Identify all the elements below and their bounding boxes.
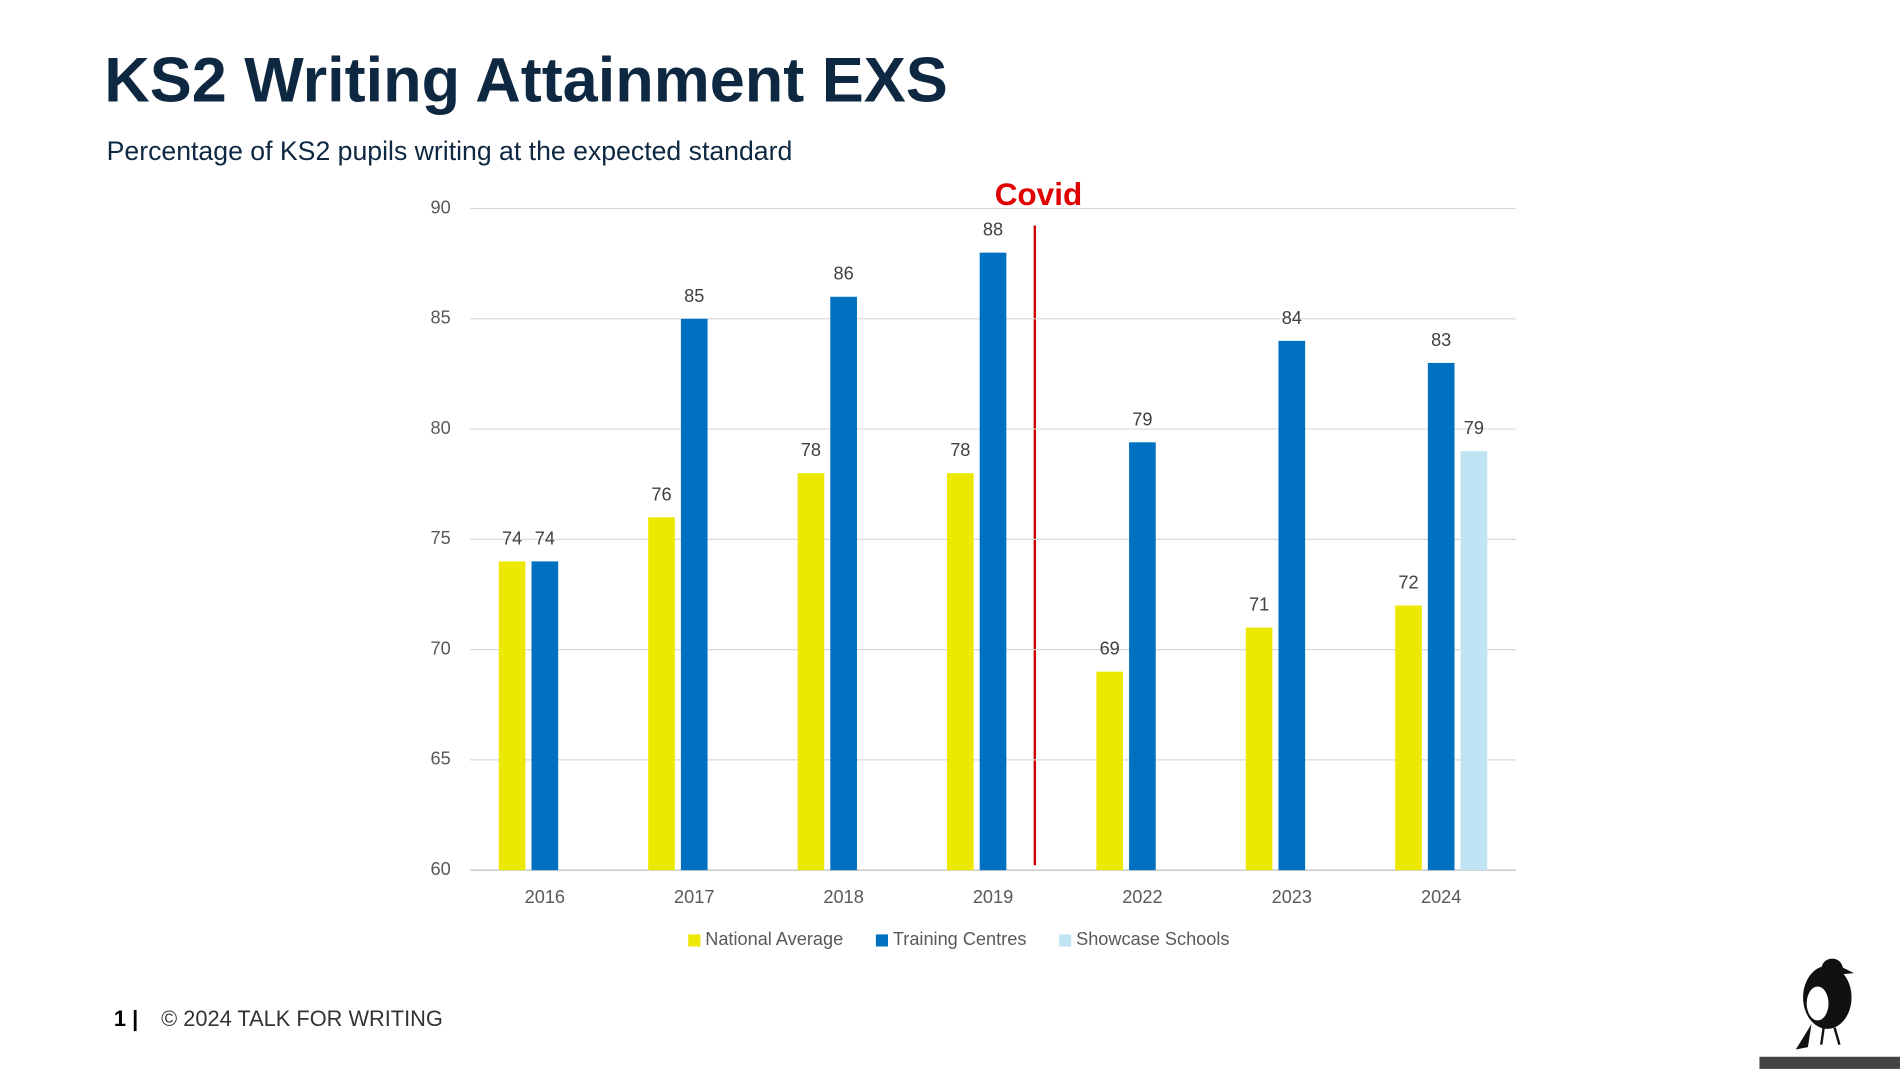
y-tick-label: 90	[431, 197, 451, 217]
x-tick-label: 2018	[823, 887, 863, 907]
bar	[979, 252, 1007, 871]
bar	[797, 473, 825, 871]
value-label: 72	[1398, 572, 1418, 592]
value-label: 88	[983, 220, 1003, 240]
value-label: 79	[1132, 409, 1152, 429]
value-label: 86	[834, 264, 854, 284]
bar	[1129, 442, 1156, 871]
value-label: 79	[1464, 418, 1484, 438]
value-label: 74	[535, 528, 555, 548]
bar	[1278, 340, 1306, 871]
bar	[498, 561, 526, 871]
legend-label: National Average	[705, 929, 843, 949]
chart-title: KS2 Writing Attainment EXS	[104, 46, 948, 116]
y-tick-label: 60	[431, 859, 451, 879]
value-label: 71	[1249, 595, 1269, 615]
x-tick-label: 2017	[674, 887, 714, 907]
bar	[1427, 362, 1455, 871]
y-tick-label: 65	[431, 749, 451, 769]
corner-bar	[1759, 1056, 1900, 1069]
value-label: 83	[1431, 330, 1451, 350]
bar	[1395, 605, 1422, 871]
bar	[1245, 627, 1273, 871]
value-label: 74	[502, 528, 522, 548]
chart-subtitle: Percentage of KS2 pupils writing at the …	[107, 136, 793, 166]
legend-swatch	[1059, 934, 1072, 947]
logo	[1795, 958, 1854, 1050]
value-label: 84	[1282, 308, 1302, 328]
page-number: 1 |	[114, 1006, 138, 1031]
bar	[1460, 451, 1488, 871]
y-tick-label: 80	[431, 418, 451, 438]
bar	[830, 296, 857, 871]
legend-swatch	[875, 934, 889, 947]
bar	[648, 517, 675, 871]
x-tick-label: 2019	[973, 887, 1013, 907]
value-label: 69	[1100, 639, 1120, 659]
value-label: 78	[801, 440, 821, 460]
legend-label: Showcase Schools	[1076, 929, 1229, 949]
y-tick-label: 85	[431, 308, 451, 328]
legend-label: Training Centres	[893, 929, 1027, 949]
value-label: 85	[684, 286, 704, 306]
y-tick-label: 75	[431, 528, 451, 548]
bar	[531, 561, 559, 871]
annotation: Covid	[995, 176, 1083, 212]
x-tick-label: 2023	[1272, 887, 1312, 907]
x-tick-label: 2022	[1122, 887, 1162, 907]
bar	[680, 318, 708, 871]
bar	[1096, 671, 1124, 871]
y-tick-label: 70	[431, 638, 451, 658]
legend-swatch	[688, 934, 701, 947]
x-tick-label: 2024	[1421, 887, 1461, 907]
value-label: 78	[950, 440, 970, 460]
x-tick-label: 2016	[525, 887, 565, 907]
bar	[946, 473, 974, 871]
value-label: 76	[651, 484, 671, 504]
copyright: © 2024 TALK FOR WRITING	[161, 1006, 443, 1031]
